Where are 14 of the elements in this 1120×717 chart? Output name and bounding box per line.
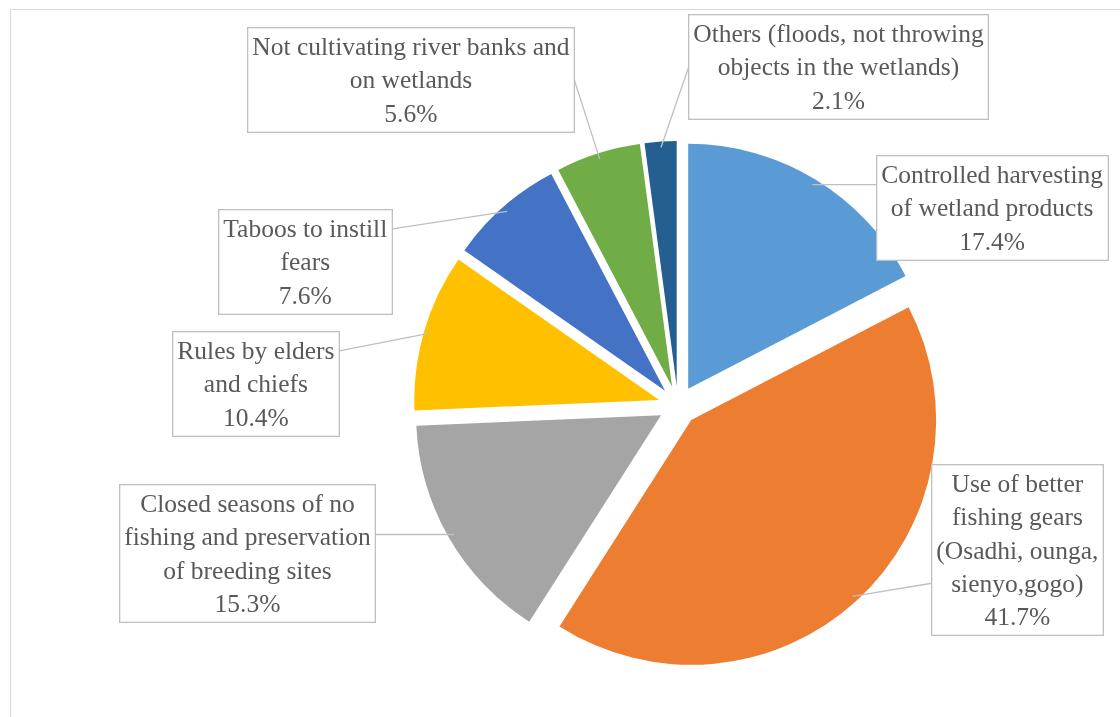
data-label: 15.3% bbox=[214, 588, 281, 618]
slice-label: Closed seasons of no fishing and preservation of breeding sites bbox=[124, 489, 371, 585]
slice-label: Use of better fishing gears (Osadhi, ounga, sienyo,gogo) bbox=[936, 469, 1099, 598]
data-label: 10.4% bbox=[222, 402, 289, 432]
data-label: 41.7% bbox=[984, 601, 1051, 631]
slice-label: Taboos to instill fears bbox=[223, 214, 388, 277]
data-label: 17.4% bbox=[959, 226, 1026, 256]
slice-label: Controlled harvesting of wetland products bbox=[881, 160, 1104, 223]
data-label: 7.6% bbox=[278, 280, 332, 310]
slice-label: Not cultivating river banks and on wetlands bbox=[252, 32, 570, 95]
data-label: 2.1% bbox=[811, 85, 866, 115]
data-label: 5.6% bbox=[384, 98, 438, 128]
slice-label: Rules by elders and chiefs bbox=[177, 336, 335, 399]
slice-label: Others (floods, not throwing objects in the wetlands) bbox=[693, 19, 984, 82]
